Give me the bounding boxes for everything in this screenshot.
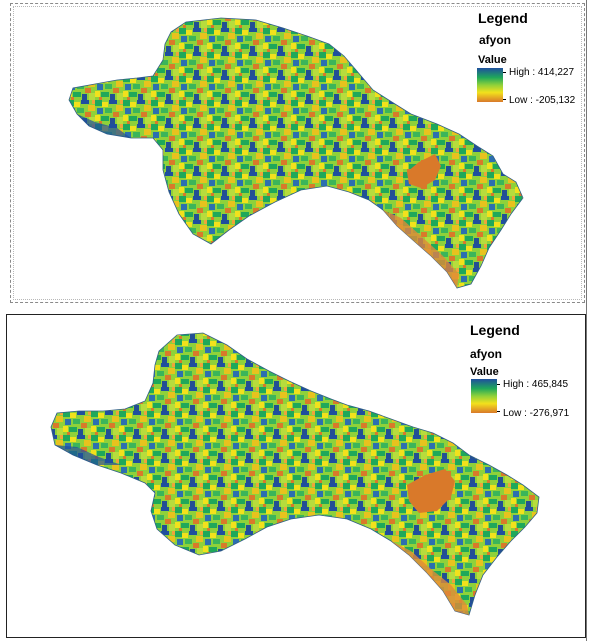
- raster-map-top: [68, 17, 524, 289]
- high-tick: [497, 384, 500, 385]
- legend-title: Legend: [470, 322, 520, 338]
- legend-high-label: High : 465,845: [503, 379, 569, 390]
- west-band: [77, 114, 131, 138]
- legend-high-label: High : 414,227: [509, 67, 575, 78]
- map-panel-bottom: Legend afyon Value High : 465,845 Low : …: [6, 314, 586, 638]
- low-tick: [497, 411, 500, 412]
- legend-low-label: Low : -205,132: [509, 95, 576, 106]
- legend-low-label: Low : -276,971: [503, 408, 570, 419]
- map-panel-top: Legend afyon Value High : 414,227 Low : …: [10, 3, 585, 303]
- south-slope-band: [391, 541, 469, 615]
- low-tick: [503, 99, 506, 100]
- color-ramp: [477, 68, 503, 102]
- raster-map-bottom: [50, 332, 540, 616]
- color-ramp: [471, 379, 497, 413]
- lake-shape: [407, 469, 455, 513]
- legend-field-name: Value: [478, 54, 507, 66]
- legend: Legend afyon Value High : 465,845 Low : …: [7, 315, 585, 637]
- legend-field-name: Value: [470, 366, 499, 378]
- south-slope-band: [383, 210, 459, 288]
- legend-layer-name: afyon: [479, 33, 512, 47]
- legend-title: Legend: [478, 10, 528, 26]
- panel-edge-right: [586, 0, 587, 641]
- panel-inner-border: [13, 6, 582, 300]
- high-tick: [503, 72, 506, 73]
- legend-layer-name: afyon: [470, 347, 503, 361]
- west-band: [55, 445, 121, 465]
- lake-shape: [407, 154, 441, 188]
- legend: Legend afyon Value High : 414,227 Low : …: [11, 4, 584, 302]
